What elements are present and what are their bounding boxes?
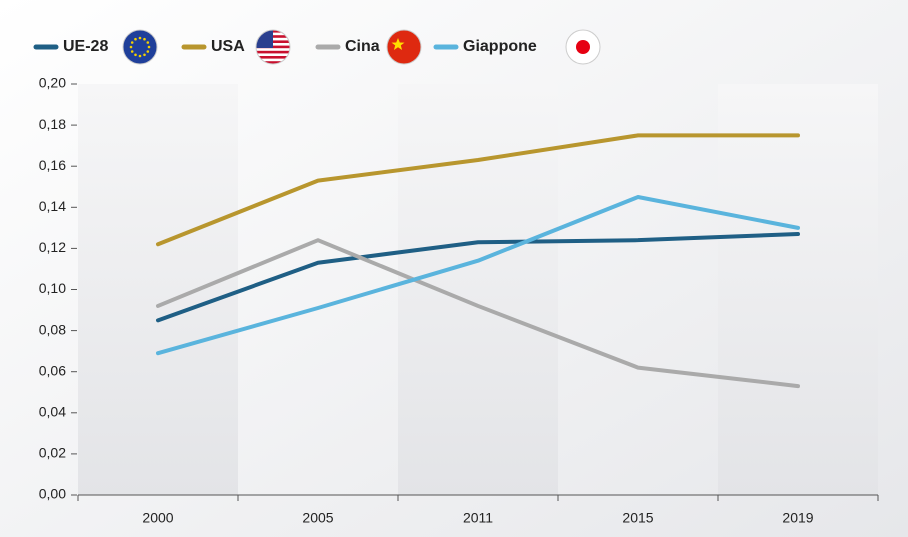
legend-label: Giappone [463,38,537,55]
legend-label: UE-28 [63,38,108,55]
series-line [156,238,800,389]
x-tick-label: 2000 [142,510,173,526]
column-band [78,84,238,495]
y-tick-label: 0,14 [39,198,66,214]
y-tick-label: 0,08 [39,321,66,337]
flag-jp [565,29,601,65]
y-tick-label: 0,02 [39,445,66,461]
series-line [156,232,800,323]
column-band [398,84,558,495]
y-tick-label: 0,10 [39,280,66,296]
y-tick-label: 0,06 [39,362,66,378]
y-tick-label: 0,16 [39,157,66,173]
flag-us [255,29,291,65]
flag-cn [386,29,422,65]
x-tick-label: 2011 [463,510,493,526]
x-tick-label: 2019 [782,510,813,526]
y-tick-label: 0,20 [39,75,66,91]
x-tick-label: 2015 [622,510,653,526]
series-line [156,195,800,356]
series-line [156,133,800,247]
column-band [718,84,878,495]
y-tick-label: 0,00 [39,486,66,502]
y-tick-label: 0,18 [39,116,66,132]
y-tick-label: 0,04 [39,404,66,420]
legend-label: USA [211,38,245,55]
legend-label: Cina [345,38,380,55]
y-tick-label: 0,12 [39,239,66,255]
flag-eu [122,29,158,65]
x-tick-label: 2005 [302,510,333,526]
